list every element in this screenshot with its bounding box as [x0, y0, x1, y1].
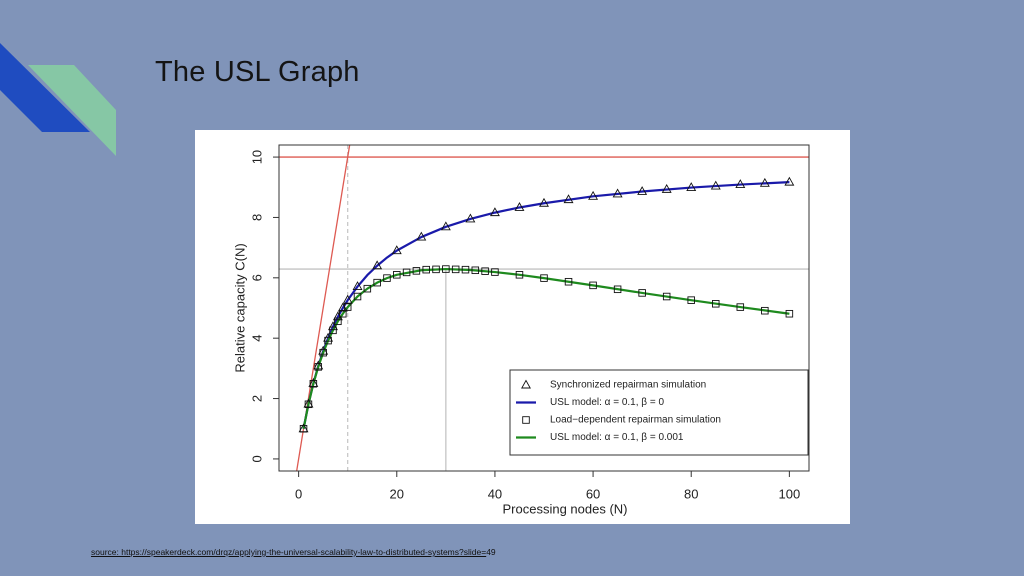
legend-text: USL model: α = 0.1, β = 0.001	[550, 432, 684, 443]
square-marker	[412, 267, 421, 275]
y-tick-label: 8	[249, 214, 264, 221]
decoration	[0, 43, 116, 156]
triangle-marker	[337, 302, 348, 312]
square-marker	[461, 265, 470, 274]
square-marker	[761, 306, 769, 315]
triangle-marker	[352, 281, 363, 291]
triangle-marker	[440, 221, 451, 231]
square-marker	[522, 416, 530, 424]
square-marker	[309, 380, 318, 388]
y-tick-label: 6	[249, 274, 264, 281]
triangle-marker	[328, 321, 338, 331]
triangle-marker	[686, 182, 697, 192]
triangle-marker	[416, 231, 427, 241]
square-marker	[299, 424, 308, 433]
x-tick-label: 80	[684, 486, 698, 501]
square-marker	[339, 309, 347, 318]
square-marker	[638, 289, 646, 297]
square-marker	[442, 265, 450, 273]
square-marker	[373, 278, 381, 287]
square-marker	[481, 267, 489, 275]
square-marker	[329, 326, 337, 335]
x-tick-label: 40	[488, 486, 502, 501]
plot-frame	[278, 144, 810, 472]
triangle-marker	[489, 207, 500, 217]
y-tick-label: 0	[249, 455, 264, 462]
square-marker	[662, 292, 671, 301]
triangle-marker	[514, 202, 525, 211]
square-marker	[402, 268, 411, 277]
triangle-marker	[465, 213, 476, 223]
triangle-marker	[612, 188, 623, 198]
blue-stripe	[0, 43, 90, 132]
chart: Processing nodes (N) Relative capacity C…	[195, 130, 850, 524]
square-marker	[515, 271, 524, 279]
square-marker	[589, 281, 597, 290]
triangle-marker	[313, 360, 324, 370]
square-marker	[422, 265, 430, 274]
triangle-marker	[308, 378, 319, 387]
triangle-marker	[391, 245, 402, 255]
square-marker	[432, 265, 440, 274]
x-tick-label: 60	[586, 486, 600, 501]
source: source: https://speakerdeck.com/drqz/app…	[91, 547, 496, 557]
legend-text: Load−dependent repairman simulation	[550, 415, 721, 426]
square-marker	[393, 271, 401, 279]
triangle-marker	[759, 177, 770, 187]
triangle-marker	[372, 260, 383, 270]
x-tick-label: 20	[390, 486, 404, 501]
square-marker	[471, 266, 480, 275]
square-marker	[383, 274, 391, 282]
square-marker	[324, 336, 332, 345]
series-line	[302, 267, 790, 429]
triangle-marker	[539, 197, 549, 207]
triangle-marker	[637, 186, 648, 195]
triangle-marker	[318, 345, 329, 355]
square-marker	[736, 303, 745, 311]
square-marker	[343, 303, 352, 311]
square-marker	[353, 292, 362, 301]
triangle-marker	[661, 183, 672, 193]
triangle-marker	[588, 190, 599, 200]
legend-text: USL model: α = 0.1, β = 0	[550, 397, 664, 408]
triangle-marker	[332, 311, 343, 321]
triangle-marker	[563, 194, 574, 204]
triangle-marker	[735, 179, 746, 188]
legend-text: Synchronized repairman simulation	[550, 380, 706, 391]
green-stripe	[28, 65, 116, 156]
y-axis-label: Relative capacity C(N)	[232, 243, 247, 372]
square-marker	[712, 300, 720, 308]
square-marker	[613, 285, 622, 294]
slide-title: The USL Graph	[155, 56, 360, 88]
x-axis-label: Processing nodes (N)	[503, 501, 628, 516]
square-marker	[314, 363, 323, 371]
legend-box	[509, 369, 809, 456]
square-marker	[687, 296, 695, 304]
triangle-marker	[521, 379, 531, 389]
source-page: 49	[486, 547, 496, 557]
triangle-marker	[342, 294, 353, 304]
square-marker	[304, 400, 313, 409]
square-marker	[540, 274, 548, 282]
triangle-marker	[710, 180, 721, 190]
x-tick-label: 0	[295, 486, 302, 501]
y-tick-label: 10	[249, 150, 264, 164]
triangle-marker	[784, 176, 795, 186]
ideal-line	[296, 145, 351, 471]
square-marker	[319, 348, 327, 357]
source-link[interactable]: source: https://speakerdeck.com/drqz/app…	[91, 547, 487, 557]
square-marker	[564, 277, 573, 286]
y-tick-label: 2	[249, 395, 264, 402]
square-marker	[363, 284, 372, 293]
square-marker	[451, 265, 460, 274]
square-marker	[334, 317, 342, 326]
plot-area	[279, 145, 809, 471]
y-tick-label: 4	[249, 335, 264, 342]
square-marker	[785, 309, 794, 318]
triangle-marker	[303, 398, 314, 408]
x-tick-label: 100	[779, 486, 801, 501]
square-marker	[491, 268, 499, 276]
